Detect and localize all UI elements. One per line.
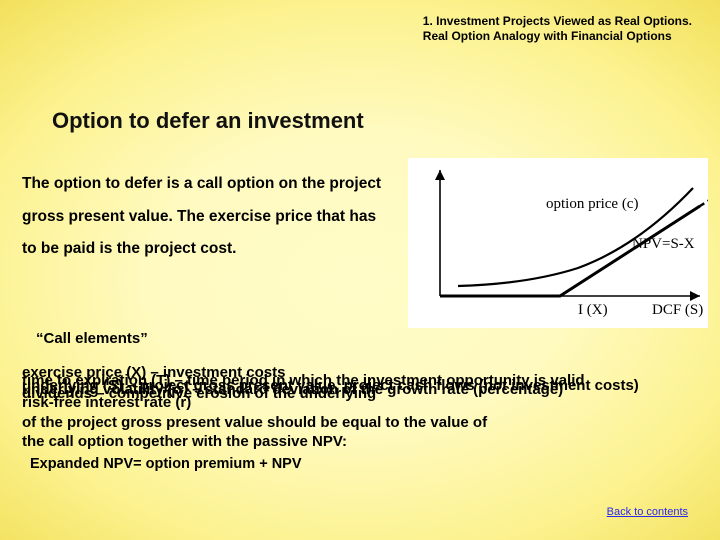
expanded-npv-formula: Expanded NPV= option premium + NPV: [30, 456, 302, 472]
label-dcf: DCF (S): [652, 302, 703, 319]
label-option-price: option price (c): [546, 196, 638, 213]
conclusion-text: of the project gross present value shoul…: [22, 414, 692, 452]
conclusion-p1: of the project gross present value shoul…: [22, 414, 487, 431]
payoff-hinge-dash: [700, 196, 708, 206]
slide-root: 1. Investment Projects Viewed as Real Op…: [0, 0, 720, 540]
overlapping-definitions: exercise price (X) – investment costs ti…: [22, 364, 692, 452]
page-title: Option to defer an investment: [52, 108, 364, 134]
intro-paragraph: The option to defer is a call option on …: [22, 168, 392, 266]
ov-line-5: risk-free interest rate (r): [22, 394, 191, 412]
y-axis-arrow: [435, 170, 445, 180]
slide-header: 1. Investment Projects Viewed as Real Op…: [423, 14, 692, 44]
label-npv: NPV=S-X: [632, 236, 695, 253]
label-ix: I (X): [578, 302, 608, 319]
call-elements-heading: “Call elements”: [36, 330, 148, 347]
x-axis-arrow: [690, 291, 700, 301]
conclusion-p2: the call option together with the passiv…: [22, 433, 347, 450]
back-to-contents-link[interactable]: Back to contents: [607, 506, 688, 518]
option-payoff-chart: option price (c) NPV=S-X I (X) DCF (S): [408, 158, 708, 328]
header-line-2: Real Option Analogy with Financial Optio…: [423, 29, 692, 44]
header-line-1: 1. Investment Projects Viewed as Real Op…: [423, 14, 692, 29]
